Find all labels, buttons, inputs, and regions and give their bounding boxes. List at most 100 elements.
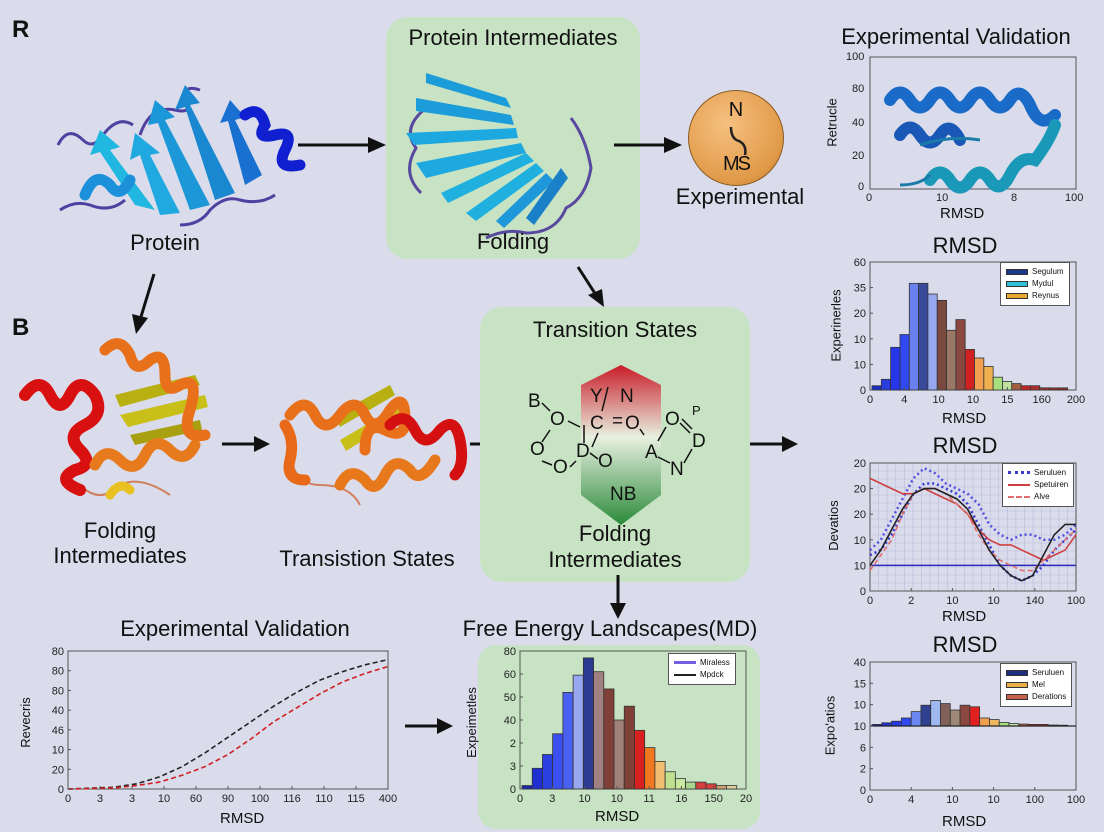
legend-item: Spetuiren [1034, 480, 1069, 489]
xlabel: RMSD [940, 205, 985, 222]
xtick: 150 [705, 793, 723, 805]
svg-text:D: D [576, 441, 590, 462]
histogram-bar [521, 785, 533, 790]
histogram-bar [562, 692, 574, 790]
ylabel: Revecris [17, 697, 33, 748]
xtick: 3 [129, 793, 135, 805]
xtick: 0 [867, 794, 873, 806]
xtick: 4 [908, 794, 914, 806]
legend-item: Mydul [1032, 279, 1054, 288]
chart-legend: Miraless Mpdck [668, 653, 736, 685]
legend-item: Miraless [700, 658, 730, 667]
xtick: 15 [1001, 394, 1013, 406]
histogram-bar [1020, 385, 1031, 391]
xlabel: RMSD [220, 810, 265, 827]
xtick: 0 [65, 793, 71, 805]
caption-line1: Folding [578, 521, 652, 546]
chart-exp-validation-bottom: 0 20 10 46 40 80 80 80 0 3 3 10 60 90 100 116 110 115 400 … [17, 645, 400, 832]
transistion-states-label: Transistion States [279, 546, 455, 571]
histogram-bar [542, 754, 554, 790]
caption-line2: Intermediates [548, 547, 682, 572]
histogram-bar [899, 334, 910, 391]
histogram-bar [705, 783, 717, 790]
ms-sphere-bottom-label: MS [723, 153, 751, 175]
histogram-bar [664, 771, 676, 790]
ms-sphere-top-label: N [728, 99, 744, 121]
line-series [67, 665, 389, 790]
xlabel: RMSD [942, 410, 987, 427]
histogram-bar [572, 674, 584, 790]
chart-rmsd-line: 0 10 10 20 20 20 0 2 10 10 140 100 Seruluen Spetuir… [826, 458, 1090, 628]
panel-letter-r: R [12, 16, 30, 43]
xtick: 115 [347, 793, 365, 805]
svg-text:O: O [530, 439, 545, 460]
chart-legend: Seruluen Spetuiren Alve [1002, 463, 1075, 507]
svg-text:C: C [590, 413, 604, 434]
transition-states-box: Transition States B O O O D O Y N C = O … [480, 307, 750, 582]
histogram-bar [1057, 387, 1069, 391]
xtick: 100 [1026, 794, 1044, 806]
ytick: 40 [852, 117, 865, 129]
xtick: 200 [1067, 394, 1085, 406]
xtick: 110 [315, 793, 333, 805]
xtick: 0 [867, 394, 873, 406]
histogram-bar [946, 329, 957, 391]
ytick: 6 [860, 742, 866, 754]
protein-structure-image [40, 45, 306, 230]
histogram-bar [623, 705, 635, 790]
histogram-bar [940, 703, 951, 727]
ytick: 80 [52, 646, 64, 658]
histogram-bar [900, 717, 912, 727]
histogram-bar [593, 671, 605, 790]
ytick: 0 [860, 785, 866, 797]
legend-item: Mpdck [700, 670, 724, 679]
histogram-bar [654, 761, 666, 790]
ytick: 100 [846, 51, 865, 63]
ytick: 0 [860, 385, 866, 397]
xtick: 0 [867, 595, 873, 607]
xlabel: RMSD [942, 608, 987, 625]
line-series [67, 658, 389, 790]
ylabel: Retrucle [824, 98, 840, 147]
experimental-label: Experimental [675, 184, 805, 209]
xtick: 10 [987, 794, 999, 806]
folding-intermediates-label: Folding Intermediates [40, 518, 200, 569]
histogram-bar [908, 282, 919, 391]
svg-text:=: = [612, 411, 623, 432]
legend-item: Derations [1032, 692, 1067, 701]
xtick: 2 [908, 595, 914, 607]
chart-rmsd-hist1-title: RMSD [932, 233, 998, 258]
chart-exp-validation-top: 100 80 40 20 0 0 10 8 100 RMSD Retrucle [825, 51, 1090, 225]
chart-legend: Segulum Mydul Reynus [1000, 262, 1070, 306]
arrow-right-icon [298, 137, 388, 153]
histogram-bar [910, 711, 922, 727]
ytick: 20 [854, 308, 866, 320]
folding-intermediates-line2: Intermediates [53, 543, 187, 569]
histogram-bar [695, 781, 707, 790]
xtick: 10 [933, 394, 945, 406]
histogram-bar [959, 704, 971, 727]
xtick: 400 [379, 793, 397, 805]
arrow-down-right-icon [574, 265, 608, 309]
arrow-right-icon [222, 436, 272, 452]
histogram-bar [552, 733, 564, 790]
svg-text:P: P [692, 403, 701, 418]
transistion-states-structure-image [279, 355, 470, 525]
ytick: 10 [854, 535, 866, 547]
histogram-bar [531, 767, 543, 790]
ytick: 10 [854, 721, 866, 733]
legend-item: Mel [1032, 680, 1045, 689]
ylabel: Experinerles [828, 289, 844, 362]
ylabel: Expo'atios [822, 695, 838, 756]
xtick: 140 [1026, 595, 1044, 607]
xtick: 10 [936, 192, 949, 204]
ytick: 35 [854, 283, 866, 295]
folding-intermediates-line1: Folding [83, 518, 157, 543]
chart-rmsd-hist1: 0 10 10 20 35 60 0 4 10 10 15 160 200 Segulum Mydul … [828, 257, 1090, 430]
svg-text:A: A [645, 442, 658, 463]
xlabel: RMSD [595, 808, 640, 825]
chart-free-energy-title: Free Energy Landscapes(MD) [462, 616, 758, 641]
molecule-diagram-image: B O O O D O Y N C = O O P D A N NB [528, 365, 706, 525]
ms-sphere: N MS [688, 90, 784, 186]
ytick: 15 [854, 678, 866, 690]
